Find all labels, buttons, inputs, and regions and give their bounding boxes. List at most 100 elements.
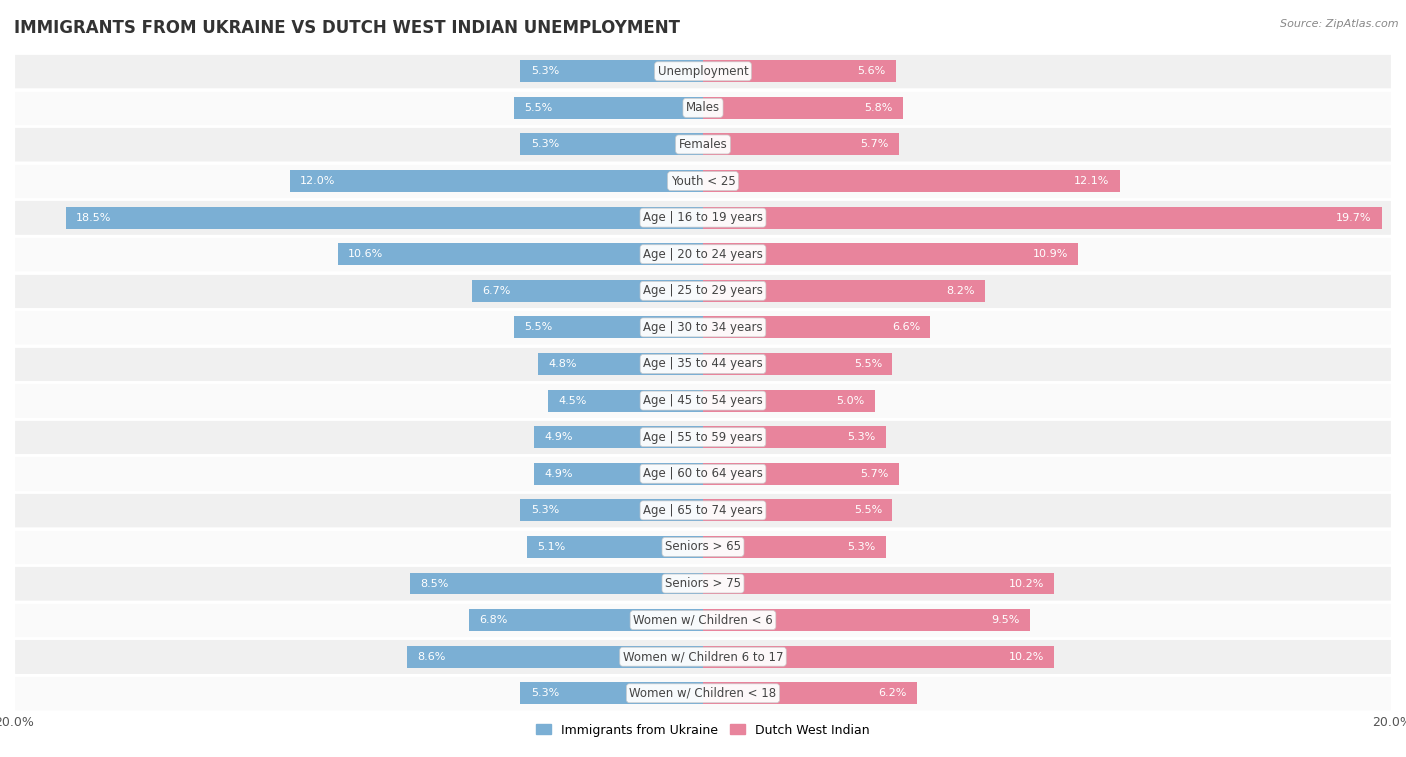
- FancyBboxPatch shape: [14, 382, 1392, 419]
- Text: 9.5%: 9.5%: [991, 615, 1019, 625]
- Bar: [703, 390, 875, 412]
- Text: 6.7%: 6.7%: [482, 286, 510, 296]
- Bar: [703, 536, 886, 558]
- Bar: [703, 572, 1054, 594]
- Bar: [406, 646, 703, 668]
- Bar: [703, 280, 986, 302]
- FancyBboxPatch shape: [14, 565, 1392, 602]
- FancyBboxPatch shape: [14, 163, 1392, 199]
- Bar: [703, 170, 1119, 192]
- Bar: [703, 207, 1382, 229]
- Text: Unemployment: Unemployment: [658, 65, 748, 78]
- Text: 10.2%: 10.2%: [1008, 652, 1045, 662]
- Text: Age | 35 to 44 years: Age | 35 to 44 years: [643, 357, 763, 370]
- Text: Seniors > 65: Seniors > 65: [665, 540, 741, 553]
- Bar: [537, 353, 703, 375]
- Bar: [703, 609, 1031, 631]
- Bar: [520, 133, 703, 155]
- Bar: [703, 61, 896, 83]
- Bar: [290, 170, 703, 192]
- Text: Source: ZipAtlas.com: Source: ZipAtlas.com: [1281, 19, 1399, 29]
- Bar: [468, 609, 703, 631]
- Text: Women w/ Children < 6: Women w/ Children < 6: [633, 614, 773, 627]
- Bar: [703, 133, 900, 155]
- Bar: [513, 97, 703, 119]
- Bar: [703, 97, 903, 119]
- Text: 5.5%: 5.5%: [853, 506, 882, 516]
- Bar: [703, 646, 1054, 668]
- Bar: [520, 500, 703, 522]
- Text: 5.5%: 5.5%: [524, 103, 553, 113]
- Text: Females: Females: [679, 138, 727, 151]
- Bar: [534, 463, 703, 484]
- Bar: [548, 390, 703, 412]
- Text: 8.5%: 8.5%: [420, 578, 449, 588]
- FancyBboxPatch shape: [14, 492, 1392, 528]
- Text: Age | 30 to 34 years: Age | 30 to 34 years: [643, 321, 763, 334]
- Text: 6.2%: 6.2%: [877, 688, 907, 698]
- Text: 12.1%: 12.1%: [1074, 176, 1109, 186]
- Bar: [703, 500, 893, 522]
- Text: 6.6%: 6.6%: [891, 322, 920, 332]
- Text: 5.3%: 5.3%: [846, 542, 875, 552]
- Text: Age | 25 to 29 years: Age | 25 to 29 years: [643, 285, 763, 298]
- Bar: [703, 682, 917, 704]
- Text: Women w/ Children < 18: Women w/ Children < 18: [630, 687, 776, 699]
- Bar: [703, 353, 893, 375]
- Text: 4.9%: 4.9%: [544, 432, 574, 442]
- Text: Age | 45 to 54 years: Age | 45 to 54 years: [643, 394, 763, 407]
- Text: 10.6%: 10.6%: [349, 249, 384, 259]
- Text: 8.6%: 8.6%: [418, 652, 446, 662]
- Text: Age | 20 to 24 years: Age | 20 to 24 years: [643, 248, 763, 260]
- Bar: [534, 426, 703, 448]
- Text: 4.8%: 4.8%: [548, 359, 576, 369]
- Text: 5.5%: 5.5%: [524, 322, 553, 332]
- FancyBboxPatch shape: [14, 126, 1392, 163]
- Text: IMMIGRANTS FROM UKRAINE VS DUTCH WEST INDIAN UNEMPLOYMENT: IMMIGRANTS FROM UKRAINE VS DUTCH WEST IN…: [14, 19, 681, 37]
- Text: 5.3%: 5.3%: [531, 688, 560, 698]
- Text: 5.5%: 5.5%: [853, 359, 882, 369]
- Text: 5.0%: 5.0%: [837, 396, 865, 406]
- FancyBboxPatch shape: [14, 602, 1392, 638]
- Bar: [472, 280, 703, 302]
- FancyBboxPatch shape: [14, 53, 1392, 89]
- Text: Age | 65 to 74 years: Age | 65 to 74 years: [643, 504, 763, 517]
- Text: Seniors > 75: Seniors > 75: [665, 577, 741, 590]
- FancyBboxPatch shape: [14, 199, 1392, 236]
- FancyBboxPatch shape: [14, 309, 1392, 346]
- Text: 12.0%: 12.0%: [299, 176, 336, 186]
- Text: 10.9%: 10.9%: [1033, 249, 1069, 259]
- Text: Women w/ Children 6 to 17: Women w/ Children 6 to 17: [623, 650, 783, 663]
- Text: 5.7%: 5.7%: [860, 139, 889, 149]
- Text: 5.3%: 5.3%: [531, 139, 560, 149]
- FancyBboxPatch shape: [14, 675, 1392, 712]
- Text: 5.3%: 5.3%: [531, 67, 560, 76]
- Bar: [703, 316, 931, 338]
- Text: Age | 60 to 64 years: Age | 60 to 64 years: [643, 467, 763, 480]
- Text: 18.5%: 18.5%: [76, 213, 111, 223]
- Legend: Immigrants from Ukraine, Dutch West Indian: Immigrants from Ukraine, Dutch West Indi…: [531, 718, 875, 742]
- FancyBboxPatch shape: [14, 89, 1392, 126]
- Text: 5.3%: 5.3%: [531, 506, 560, 516]
- Text: 8.2%: 8.2%: [946, 286, 976, 296]
- FancyBboxPatch shape: [14, 638, 1392, 675]
- Text: 4.9%: 4.9%: [544, 469, 574, 478]
- FancyBboxPatch shape: [14, 236, 1392, 273]
- Text: Age | 55 to 59 years: Age | 55 to 59 years: [643, 431, 763, 444]
- Bar: [66, 207, 703, 229]
- Text: 5.7%: 5.7%: [860, 469, 889, 478]
- Text: Age | 16 to 19 years: Age | 16 to 19 years: [643, 211, 763, 224]
- FancyBboxPatch shape: [14, 456, 1392, 492]
- Text: 19.7%: 19.7%: [1336, 213, 1371, 223]
- FancyBboxPatch shape: [14, 273, 1392, 309]
- Bar: [703, 426, 886, 448]
- Text: Males: Males: [686, 101, 720, 114]
- Bar: [703, 463, 900, 484]
- Text: 6.8%: 6.8%: [479, 615, 508, 625]
- Bar: [520, 61, 703, 83]
- FancyBboxPatch shape: [14, 528, 1392, 565]
- FancyBboxPatch shape: [14, 419, 1392, 456]
- Bar: [337, 243, 703, 265]
- Bar: [513, 316, 703, 338]
- Text: Youth < 25: Youth < 25: [671, 175, 735, 188]
